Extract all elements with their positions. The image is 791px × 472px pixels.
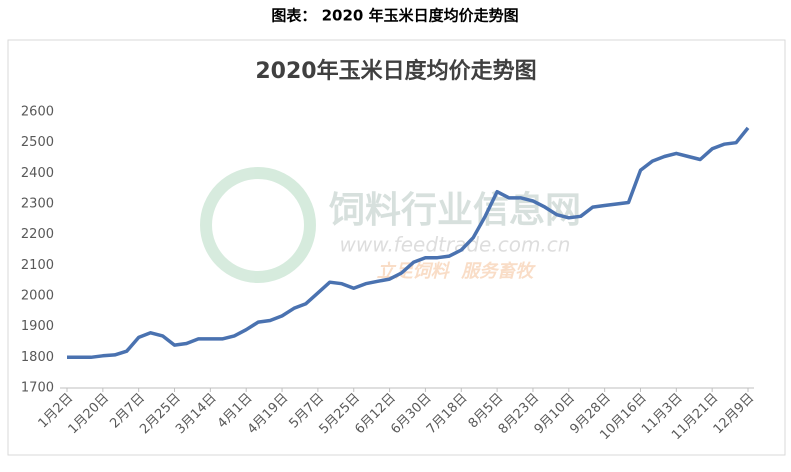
watermark-name: 饲料行业信息网: [329, 190, 581, 231]
y-tick-label: 2600: [21, 105, 54, 120]
watermark: 饲料行业信息网 www.feedtrade.com.cn 立足饲料 服务畜牧: [200, 167, 581, 283]
watermark-logo: [200, 167, 316, 283]
caption: 图表： 2020 年玉米日度均价走势图: [271, 7, 518, 25]
y-tick-label: 2000: [21, 289, 54, 304]
y-tick-label: 2500: [21, 135, 54, 150]
chart-title: 2020年玉米日度均价走势图: [255, 58, 536, 84]
data-line: [67, 126, 750, 360]
y-tick-label: 2400: [21, 166, 54, 181]
y-tick-label: 1800: [21, 350, 54, 365]
y-tick-label: 1900: [21, 319, 54, 334]
y-tick-label: 2200: [21, 227, 54, 242]
watermark-slogan: 立足饲料 服务畜牧: [377, 261, 537, 282]
y-tick-label: 1700: [21, 381, 54, 396]
y-tick-label: 2100: [21, 258, 54, 273]
y-tick-label: 2300: [21, 197, 54, 212]
chart-frame: [7, 39, 786, 456]
